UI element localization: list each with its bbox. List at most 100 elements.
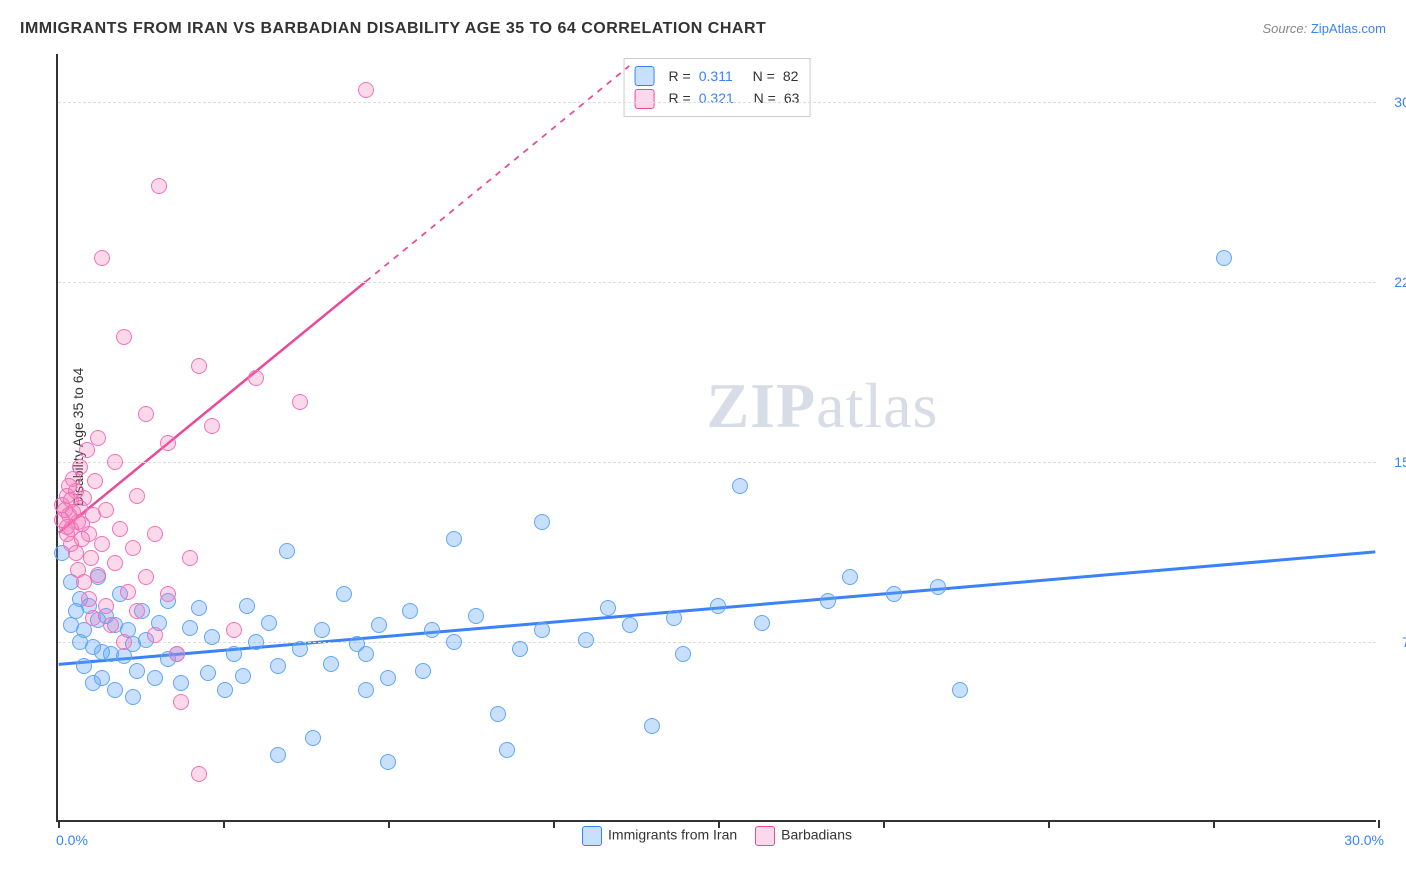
gridline bbox=[58, 102, 1376, 103]
scatter-point-barbadians bbox=[248, 370, 264, 386]
scatter-point-barbadians bbox=[68, 545, 84, 561]
scatter-point-barbadians bbox=[182, 550, 198, 566]
scatter-point-barbadians bbox=[173, 694, 189, 710]
stat-N-label: N = bbox=[753, 65, 775, 87]
scatter-point-iran bbox=[644, 718, 660, 734]
scatter-point-iran bbox=[754, 615, 770, 631]
scatter-point-barbadians bbox=[191, 358, 207, 374]
top-legend: R = 0.311 N = 82 R = 0.321 N = 63 bbox=[624, 58, 811, 117]
scatter-point-iran bbox=[710, 598, 726, 614]
scatter-point-barbadians bbox=[169, 646, 185, 662]
x-tick-mark bbox=[553, 820, 555, 828]
scatter-point-barbadians bbox=[138, 406, 154, 422]
x-tick-mark bbox=[58, 820, 60, 828]
scatter-point-iran bbox=[534, 514, 550, 530]
scatter-point-iran bbox=[512, 641, 528, 657]
x-tick-mark bbox=[1048, 820, 1050, 828]
scatter-point-barbadians bbox=[147, 627, 163, 643]
trendline-dash-barbadians bbox=[366, 66, 629, 281]
scatter-point-iran bbox=[305, 730, 321, 746]
scatter-point-iran bbox=[446, 531, 462, 547]
watermark: ZIPatlas bbox=[706, 369, 938, 443]
scatter-point-iran bbox=[314, 622, 330, 638]
scatter-point-iran bbox=[358, 682, 374, 698]
legend-item-barbadians: Barbadians bbox=[755, 826, 852, 846]
scatter-point-iran bbox=[261, 615, 277, 631]
scatter-point-iran bbox=[732, 478, 748, 494]
scatter-point-iran bbox=[468, 608, 484, 624]
source-link[interactable]: ZipAtlas.com bbox=[1311, 21, 1386, 36]
scatter-point-iran bbox=[402, 603, 418, 619]
x-tick-mark bbox=[883, 820, 885, 828]
gridline bbox=[58, 282, 1376, 283]
scatter-point-iran bbox=[239, 598, 255, 614]
scatter-point-iran bbox=[235, 668, 251, 684]
scatter-point-iran bbox=[270, 658, 286, 674]
scatter-point-barbadians bbox=[147, 526, 163, 542]
scatter-point-iran bbox=[76, 658, 92, 674]
scatter-point-iran bbox=[358, 646, 374, 662]
scatter-point-barbadians bbox=[72, 459, 88, 475]
y-tick-label: 7.5% bbox=[1382, 634, 1406, 650]
scatter-point-iran bbox=[820, 593, 836, 609]
y-tick-label: 15.0% bbox=[1382, 454, 1406, 470]
scatter-point-iran bbox=[930, 579, 946, 595]
stat-R-label-2: R = bbox=[669, 87, 691, 109]
stat-N-label-2: N = bbox=[754, 87, 776, 109]
scatter-point-iran bbox=[204, 629, 220, 645]
scatter-point-barbadians bbox=[116, 329, 132, 345]
scatter-point-barbadians bbox=[292, 394, 308, 410]
scatter-point-iran bbox=[490, 706, 506, 722]
stat-N-iran: 82 bbox=[783, 65, 799, 87]
scatter-point-iran bbox=[380, 754, 396, 770]
scatter-point-barbadians bbox=[98, 502, 114, 518]
trend-lines-svg bbox=[58, 54, 1376, 820]
scatter-point-iran bbox=[446, 634, 462, 650]
legend-swatch-blue bbox=[582, 826, 602, 846]
scatter-point-iran bbox=[129, 663, 145, 679]
scatter-point-barbadians bbox=[90, 567, 106, 583]
scatter-point-barbadians bbox=[191, 766, 207, 782]
scatter-point-barbadians bbox=[358, 82, 374, 98]
scatter-point-iran bbox=[622, 617, 638, 633]
scatter-point-barbadians bbox=[120, 584, 136, 600]
scatter-point-barbadians bbox=[107, 454, 123, 470]
watermark-bold: ZIP bbox=[706, 370, 816, 441]
scatter-point-barbadians bbox=[76, 490, 92, 506]
scatter-point-iran bbox=[147, 670, 163, 686]
scatter-point-iran bbox=[94, 670, 110, 686]
x-origin-label: 0.0% bbox=[56, 832, 88, 848]
scatter-point-iran bbox=[675, 646, 691, 662]
scatter-point-iran bbox=[534, 622, 550, 638]
scatter-point-barbadians bbox=[103, 617, 119, 633]
header-row: IMMIGRANTS FROM IRAN VS BARBADIAN DISABI… bbox=[20, 20, 1386, 38]
scatter-point-iran bbox=[173, 675, 189, 691]
scatter-point-barbadians bbox=[160, 435, 176, 451]
x-tick-mark bbox=[718, 820, 720, 828]
scatter-point-barbadians bbox=[90, 430, 106, 446]
scatter-point-barbadians bbox=[138, 569, 154, 585]
y-tick-label: 22.5% bbox=[1382, 274, 1406, 290]
scatter-point-barbadians bbox=[116, 634, 132, 650]
scatter-point-iran bbox=[217, 682, 233, 698]
x-tick-mark bbox=[223, 820, 225, 828]
scatter-point-iran bbox=[125, 689, 141, 705]
scatter-point-iran bbox=[200, 665, 216, 681]
scatter-point-barbadians bbox=[204, 418, 220, 434]
scatter-point-barbadians bbox=[129, 603, 145, 619]
scatter-point-iran bbox=[886, 586, 902, 602]
x-tick-mark bbox=[388, 820, 390, 828]
legend-label-iran: Immigrants from Iran bbox=[608, 827, 737, 843]
scatter-point-barbadians bbox=[160, 586, 176, 602]
scatter-point-barbadians bbox=[151, 178, 167, 194]
stat-N-barbadians: 63 bbox=[784, 87, 800, 109]
legend-swatch-pink bbox=[755, 826, 775, 846]
legend-label-barbadians: Barbadians bbox=[781, 827, 852, 843]
chart-source: Source: ZipAtlas.com bbox=[1262, 21, 1386, 36]
gridline bbox=[58, 462, 1376, 463]
scatter-point-barbadians bbox=[125, 540, 141, 556]
scatter-point-iran bbox=[380, 670, 396, 686]
x-max-label: 30.0% bbox=[1344, 832, 1384, 848]
scatter-point-iran bbox=[578, 632, 594, 648]
stat-R-iran: 0.311 bbox=[699, 65, 733, 87]
